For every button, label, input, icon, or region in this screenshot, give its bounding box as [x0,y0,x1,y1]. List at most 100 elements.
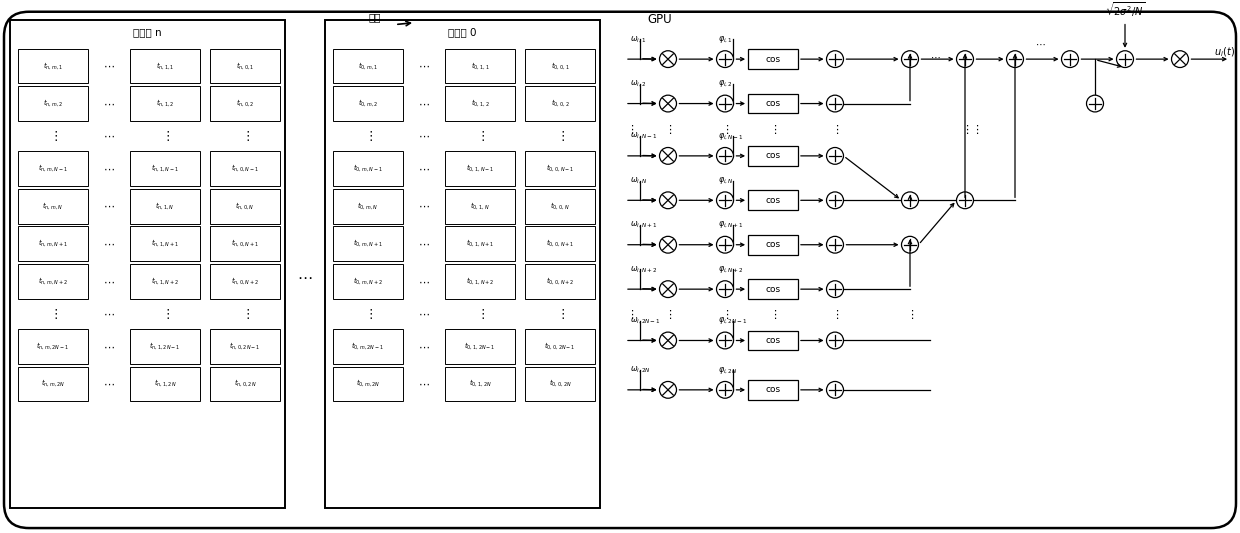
Circle shape [660,236,677,253]
Circle shape [660,95,677,112]
Bar [210,151,280,186]
Bar [19,151,88,186]
Bar [445,49,515,83]
Text: $\varphi_{i,N+1}$: $\varphi_{i,N+1}$ [718,220,744,230]
Circle shape [956,51,973,68]
Text: $t_{0,0,2}$: $t_{0,0,2}$ [551,97,569,108]
Text: cos: cos [765,196,780,205]
Text: $\omega_{i,2N-1}$: $\omega_{i,2N-1}$ [630,316,661,326]
Text: $t_{n,m,2N}$: $t_{n,m,2N}$ [41,377,66,389]
Circle shape [660,332,677,349]
Bar [210,227,280,261]
Text: 线程块 n: 线程块 n [133,28,161,37]
Circle shape [1007,51,1023,68]
Text: $t_{0,m,N-1}$: $t_{0,m,N-1}$ [353,162,383,173]
Text: $t_{0,1,2N}$: $t_{0,1,2N}$ [469,377,491,389]
Circle shape [717,281,734,297]
Text: $\cdots$: $\cdots$ [103,342,115,351]
Text: $\cdots$: $\cdots$ [103,309,115,319]
Bar [334,49,403,83]
Text: $\cdots$: $\cdots$ [418,239,430,249]
Text: $\vdots$: $\vdots$ [961,123,970,136]
Bar [19,264,88,298]
Bar [130,189,200,223]
Text: $t_{0,1,2}$: $t_{0,1,2}$ [471,97,490,108]
Bar [525,329,595,364]
Text: $\cdots$: $\cdots$ [103,201,115,211]
Text: $\cdots$: $\cdots$ [103,61,115,71]
Bar [748,49,799,69]
Text: $\vdots$: $\vdots$ [476,129,485,143]
Text: $\varphi_{i,2N}$: $\varphi_{i,2N}$ [718,365,738,376]
Circle shape [827,148,843,164]
Text: $\cdots$: $\cdots$ [103,379,115,389]
Bar [748,235,799,255]
Text: $\varphi_{i,2N-1}$: $\varphi_{i,2N-1}$ [718,316,748,326]
Text: $\cdots$: $\cdots$ [930,52,940,62]
Text: $\vdots$: $\vdots$ [160,129,170,143]
Text: $t_{n,m,N}$: $t_{n,m,N}$ [42,200,63,211]
Bar [325,20,600,508]
Circle shape [1061,51,1079,68]
Text: $\cdots$: $\cdots$ [418,309,430,319]
Circle shape [717,332,734,349]
Bar [210,86,280,121]
Text: $\cdots$: $\cdots$ [103,99,115,109]
Text: $t_{n,m,N+1}$: $t_{n,m,N+1}$ [38,237,68,248]
Bar [445,227,515,261]
Circle shape [956,192,973,209]
Circle shape [901,236,919,253]
Bar [748,146,799,166]
Text: $\omega_{i,N+2}$: $\omega_{i,N+2}$ [630,264,657,274]
Text: $\vdots$: $\vdots$ [48,129,57,143]
Circle shape [660,51,677,68]
Text: $\omega_{i,1}$: $\omega_{i,1}$ [630,34,646,45]
Text: $\vdots$: $\vdots$ [831,123,839,136]
Text: cos: cos [765,151,780,160]
Text: $t_{n,1,1}$: $t_{n,1,1}$ [156,60,175,70]
Bar [10,20,285,508]
Circle shape [660,281,677,297]
Text: $t_{0,m,N+2}$: $t_{0,m,N+2}$ [353,275,383,286]
Circle shape [827,281,843,297]
Text: 线程块 0: 线程块 0 [448,28,476,37]
Circle shape [717,382,734,398]
Bar [19,189,88,223]
Text: $t_{0,0,1}$: $t_{0,0,1}$ [551,60,569,70]
Text: $t_{0,m,N+1}$: $t_{0,m,N+1}$ [353,237,383,248]
Text: $\cdots$: $\cdots$ [418,379,430,389]
Text: $\cdots$: $\cdots$ [418,99,430,109]
Circle shape [827,192,843,209]
Bar [334,329,403,364]
Circle shape [901,192,919,209]
Bar [748,190,799,210]
Bar [525,49,595,83]
Text: $\cdots$: $\cdots$ [418,164,430,174]
Text: $t_{n,0,2N-1}$: $t_{n,0,2N-1}$ [229,340,260,351]
Text: $t_{n,0,N+1}$: $t_{n,0,N+1}$ [231,237,259,248]
Circle shape [660,382,677,398]
Bar [445,264,515,298]
Circle shape [717,51,734,68]
Text: $\cdots$: $\cdots$ [418,201,430,211]
Text: $t_{0,1,N-1}$: $t_{0,1,N-1}$ [466,162,495,173]
Bar [525,367,595,401]
Text: cos: cos [765,99,780,108]
Circle shape [717,95,734,112]
Text: $\vdots$: $\vdots$ [831,308,839,321]
Bar [19,227,88,261]
Text: $t_{0,1,N}$: $t_{0,1,N}$ [470,200,490,211]
Bar [130,151,200,186]
Text: $t_{n,0,N}$: $t_{n,0,N}$ [236,200,254,211]
Bar [445,151,515,186]
Text: $t_{0,m,2N}$: $t_{0,m,2N}$ [356,377,381,389]
Text: $t_{n,m,1}$: $t_{n,m,1}$ [43,60,63,70]
FancyBboxPatch shape [4,12,1236,528]
Text: $\vdots$: $\vdots$ [971,123,980,136]
Bar [130,49,200,83]
Text: $t_{0,1,2N-1}$: $t_{0,1,2N-1}$ [464,340,496,351]
Text: cos: cos [765,285,780,294]
Bar [130,86,200,121]
Bar [748,330,799,350]
Bar [525,264,595,298]
